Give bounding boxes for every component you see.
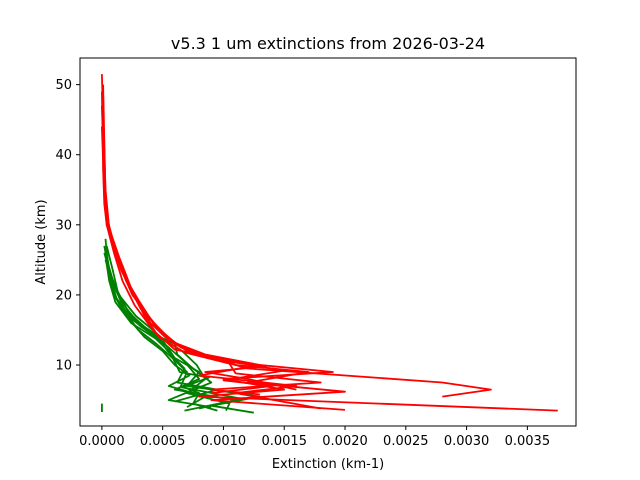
x-tick-label: 0.0010 <box>201 434 247 449</box>
series-line-8 <box>104 256 243 410</box>
x-axis-label: Extinction (km-1) <box>272 457 384 472</box>
y-tick-label: 10 <box>55 359 72 374</box>
x-tick-label: 0.0030 <box>444 434 490 449</box>
plot-layer <box>101 74 558 414</box>
x-tick-label: 0.0005 <box>140 434 186 449</box>
chart-title: v5.3 1 um extinctions from 2026-03-24 <box>171 34 485 53</box>
x-tick-label: 0.0025 <box>383 434 429 449</box>
series-line-16 <box>101 126 297 391</box>
series-line-2 <box>103 245 207 408</box>
plot-frame <box>79 57 577 427</box>
y-axis-label: Altitude (km) <box>34 199 49 284</box>
y-tick-label: 20 <box>55 288 72 303</box>
x-tick-label: 0.0000 <box>79 434 125 449</box>
y-tick-label: 40 <box>55 148 72 163</box>
x-tick-label: 0.0035 <box>505 434 551 449</box>
series-line-3 <box>105 252 237 412</box>
x-tick-label: 0.0020 <box>322 434 368 449</box>
x-tick-label: 0.0015 <box>261 434 307 449</box>
series-line-15 <box>102 112 322 396</box>
y-tick-label: 30 <box>55 218 72 233</box>
y-tick-label: 50 <box>55 78 72 93</box>
axes-layer: 0.0000 0.0005 0.0010 0.0015 0.0020 0.0025 0.00… <box>55 78 550 449</box>
